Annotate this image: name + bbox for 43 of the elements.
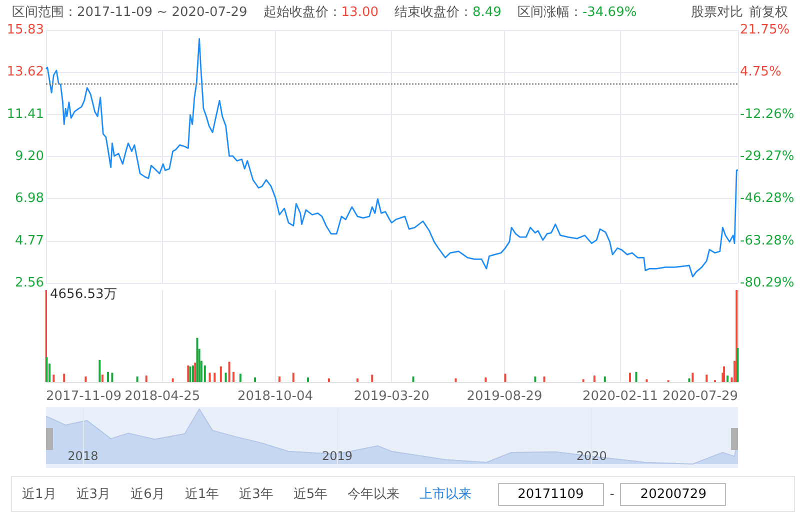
text: -: [610, 486, 614, 502]
text: 近1年: [184, 486, 220, 503]
x-tick-label: 2020-07-29: [662, 389, 738, 404]
y2-tick-label: -29.27%: [740, 149, 794, 164]
text: 结束收盘价：8.49: [394, 4, 502, 21]
y-tick-label: 6.98: [15, 191, 44, 206]
y2-tick-label: -12.26%: [740, 106, 794, 122]
y2-tick-label: -46.28%: [740, 191, 794, 206]
date-field: 20171109: [498, 482, 604, 506]
text: 上市以来: [420, 486, 472, 503]
text: 近3年: [239, 486, 274, 503]
y2-tick-label: 21.75%: [740, 22, 790, 38]
y-tick-label: 15.83: [6, 22, 44, 38]
text: 前复权: [749, 4, 788, 21]
x-tick-label: 2020: [576, 449, 607, 463]
y-tick-label: 11.41: [6, 106, 44, 122]
text: 起始收盘价：13.00: [263, 4, 378, 21]
text: 近6月: [130, 486, 165, 503]
annotation: 4656.53万: [50, 287, 117, 302]
y2-tick-label: -80.29%: [740, 276, 794, 290]
y-tick-label: 13.62: [6, 64, 44, 80]
y-tick-label: 4.77: [15, 233, 44, 248]
x-tick-label: 2018: [68, 449, 98, 463]
y2-tick-label: -63.28%: [740, 233, 794, 248]
text: 区间涨幅：-34.69%: [517, 4, 637, 21]
x-tick-label: 2017-11-09: [46, 389, 122, 404]
text: 近5年: [293, 486, 328, 503]
date-field: 20200729: [620, 482, 726, 506]
y-tick-label: 2.56: [15, 276, 44, 290]
text: 近1月: [22, 486, 56, 503]
text: 区间范围：2017-11-09 ~ 2020-07-29: [12, 4, 248, 21]
x-tick-label: 2018-04-25: [124, 389, 200, 404]
x-tick-label: 2018-10-04: [237, 389, 314, 404]
text: 近3月: [76, 486, 111, 503]
y-tick-label: 9.20: [15, 148, 44, 164]
y2-tick-label: 4.75%: [740, 64, 782, 80]
x-tick-label: 2019-08-29: [466, 389, 542, 404]
x-tick-label: 2019: [322, 449, 353, 463]
x-tick-label: 2019-03-20: [354, 389, 430, 404]
line-series: [45, 38, 739, 278]
text: 股票对比: [691, 4, 743, 21]
x-tick-label: 2020-02-11: [582, 389, 658, 404]
text: 今年以来: [348, 486, 400, 503]
